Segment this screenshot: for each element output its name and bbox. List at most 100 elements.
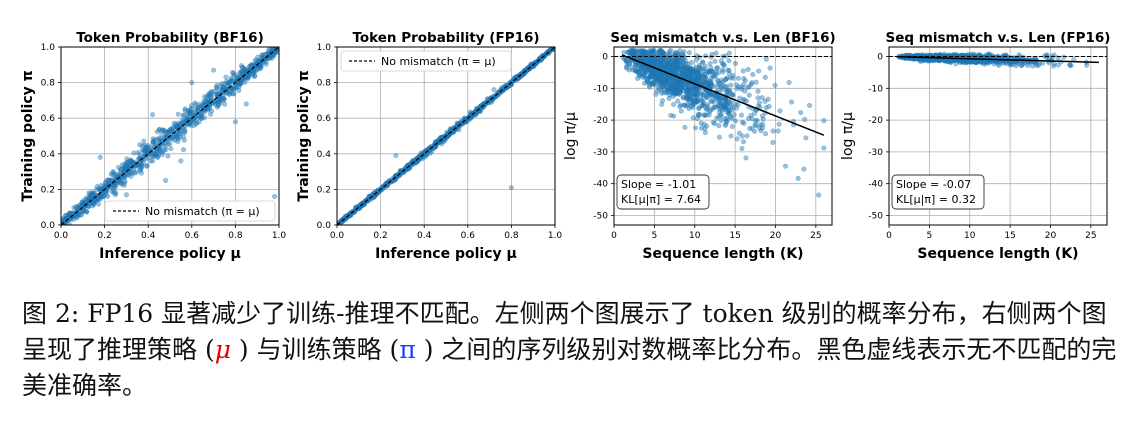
data-point (759, 113, 765, 119)
caption-pi-symbol: π (399, 335, 416, 364)
data-point (987, 59, 993, 65)
data-point (666, 85, 672, 91)
data-point (746, 92, 752, 98)
data-point (802, 116, 808, 122)
data-point (71, 205, 77, 211)
data-point (718, 113, 724, 119)
data-point (683, 88, 689, 94)
x-tick-label: 20 (1045, 231, 1057, 241)
data-point (712, 121, 718, 127)
data-point (733, 118, 739, 124)
x-tick-label: 0.2 (97, 231, 111, 241)
x-tick-label: 0.8 (228, 231, 243, 241)
x-tick-label: 5 (652, 231, 658, 241)
data-point (730, 73, 736, 79)
data-point (705, 93, 711, 99)
data-point (107, 177, 113, 183)
data-point (221, 95, 227, 101)
data-point (97, 154, 103, 160)
data-point (1042, 53, 1048, 59)
data-point (659, 78, 665, 84)
data-point (156, 127, 162, 133)
data-point (816, 192, 822, 198)
data-point (141, 138, 147, 144)
data-point (716, 123, 722, 129)
data-point (133, 162, 139, 168)
data-point (755, 88, 761, 94)
data-point (204, 95, 210, 101)
data-point (727, 88, 733, 94)
data-point (240, 65, 246, 71)
data-point (709, 51, 715, 57)
data-point (735, 75, 741, 81)
data-point (739, 145, 745, 151)
data-point (687, 93, 693, 99)
legend-box (104, 200, 276, 222)
data-point (726, 111, 732, 117)
data-point (223, 74, 229, 80)
data-point (741, 97, 747, 103)
y-tick-label: 0.6 (41, 114, 56, 124)
data-point (999, 60, 1005, 66)
data-point (685, 61, 691, 67)
data-point (712, 69, 718, 75)
data-point (760, 116, 766, 122)
data-point (629, 47, 635, 53)
x-axis-label: Inference policy μ (99, 246, 241, 262)
data-point (700, 92, 706, 98)
data-point (79, 209, 85, 215)
data-point (208, 92, 214, 98)
data-point (753, 79, 759, 85)
data-point (651, 77, 657, 83)
data-point (748, 81, 754, 87)
data-point (239, 63, 245, 69)
data-point (708, 98, 714, 104)
data-point (723, 121, 729, 127)
data-point (172, 133, 178, 139)
data-point (689, 60, 695, 66)
data-point (729, 124, 735, 130)
x-tick-label: 0.8 (504, 231, 519, 241)
y-tick-label: -50 (868, 211, 883, 221)
data-point (690, 115, 696, 121)
data-point (109, 189, 115, 195)
data-point (693, 87, 699, 93)
data-point (221, 96, 227, 102)
data-point (227, 79, 233, 85)
legend-label: No mismatch (π = μ) (145, 205, 260, 218)
data-point (742, 88, 748, 94)
y-tick-label: -20 (593, 116, 608, 126)
data-point (722, 115, 728, 121)
data-point (729, 107, 735, 113)
data-point (756, 68, 762, 74)
data-point (767, 65, 773, 71)
data-point (653, 91, 659, 97)
data-point (747, 125, 753, 131)
data-point (692, 125, 698, 131)
data-point (770, 139, 776, 145)
chart-title: Seq mismatch v.s. Len (BF16) (610, 30, 835, 46)
data-point (743, 155, 749, 161)
data-point (698, 120, 704, 126)
figure-caption: 图 2: FP16 显著减少了训练-推理不匹配。左侧两个图展示了 token 级… (22, 296, 1127, 404)
data-point (735, 102, 741, 108)
data-point (964, 60, 970, 66)
data-point (647, 73, 653, 79)
data-point (659, 101, 665, 107)
data-point (671, 61, 677, 67)
data-point (202, 97, 208, 103)
y-tick-label: 0.8 (41, 79, 56, 89)
data-point (716, 134, 722, 140)
data-point (666, 96, 672, 102)
data-point (703, 53, 709, 59)
legend-label: No mismatch (π = μ) (381, 55, 496, 68)
data-point (150, 140, 156, 146)
x-tick-label: 0.6 (185, 231, 200, 241)
y-tick-label: 0 (602, 53, 608, 63)
data-point (220, 97, 226, 103)
data-point (164, 129, 170, 135)
data-point (777, 108, 783, 114)
data-point (95, 201, 101, 207)
data-point (677, 60, 683, 66)
data-point (789, 99, 795, 105)
